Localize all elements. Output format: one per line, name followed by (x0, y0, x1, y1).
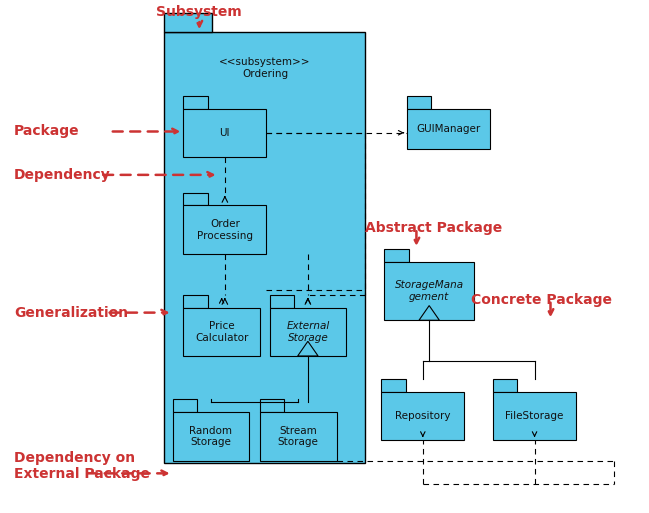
Text: FileStorage: FileStorage (506, 411, 564, 421)
Bar (184, 96, 208, 109)
Bar (164, 13, 212, 32)
Bar (493, 379, 517, 392)
Bar (384, 249, 409, 262)
Text: Random
Storage: Random Storage (190, 426, 232, 447)
Text: Abstract Package: Abstract Package (365, 222, 502, 235)
Bar (173, 412, 249, 461)
Text: Stream
Storage: Stream Storage (278, 426, 319, 447)
Bar (184, 193, 208, 206)
Text: Price
Calculator: Price Calculator (195, 321, 249, 343)
Text: Subsystem: Subsystem (156, 5, 242, 18)
Text: GUIManager: GUIManager (416, 124, 480, 134)
Bar (382, 379, 406, 392)
Bar (184, 307, 260, 356)
Bar (407, 109, 490, 149)
Bar (184, 109, 266, 157)
Text: StorageMana
gement: StorageMana gement (395, 281, 464, 302)
Bar (382, 392, 464, 440)
Text: Repository: Repository (395, 411, 450, 421)
Text: Order
Processing: Order Processing (197, 219, 253, 241)
Bar (269, 295, 294, 307)
Bar (269, 307, 346, 356)
Bar (260, 399, 284, 412)
Bar (493, 392, 576, 440)
Bar (184, 206, 266, 254)
Bar (164, 32, 365, 463)
Bar (407, 96, 431, 109)
Text: Dependency on
External Package: Dependency on External Package (14, 450, 150, 481)
Bar (384, 262, 474, 320)
Bar (260, 412, 337, 461)
Text: Generalization: Generalization (14, 306, 129, 320)
Text: <<subsystem>>
Ordering: <<subsystem>> Ordering (219, 57, 311, 78)
Bar (173, 399, 197, 412)
Bar (184, 295, 208, 307)
Text: Concrete Package: Concrete Package (471, 293, 612, 307)
Text: Dependency: Dependency (14, 168, 111, 182)
Text: Package: Package (14, 125, 80, 139)
Text: External
Storage: External Storage (286, 321, 330, 343)
Text: UI: UI (219, 128, 230, 138)
